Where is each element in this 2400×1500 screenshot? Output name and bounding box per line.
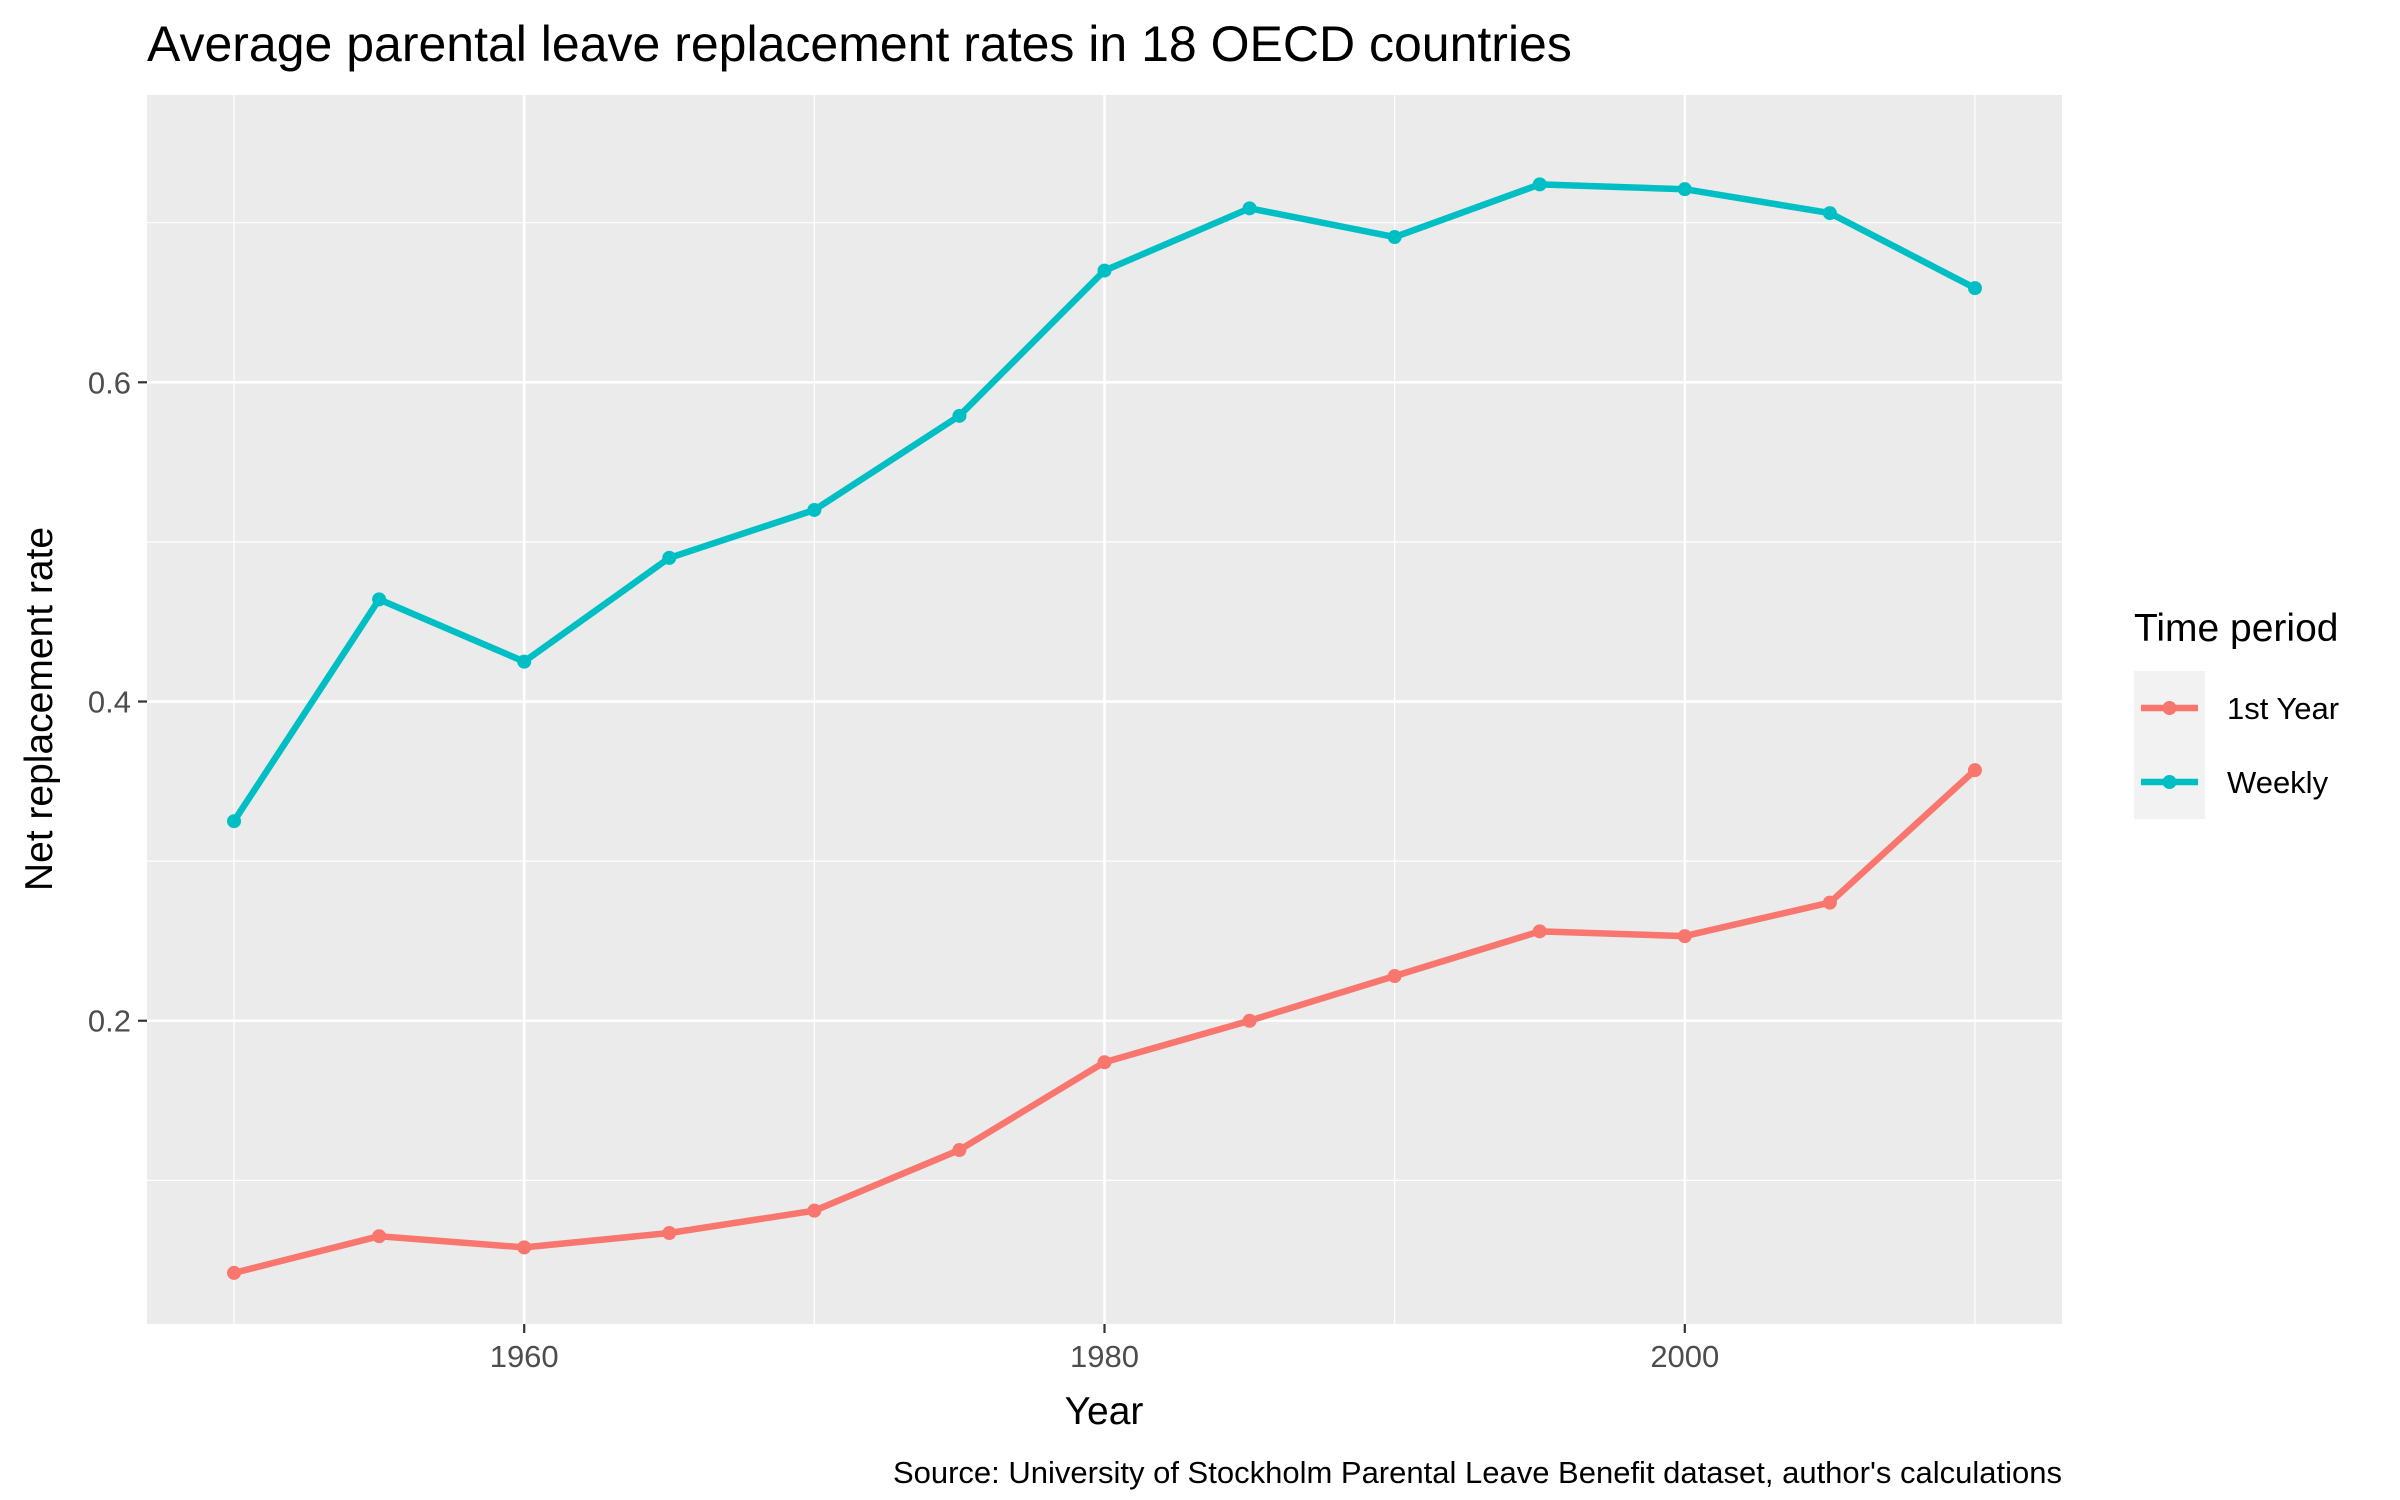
data-point-1st-year	[1097, 1055, 1112, 1070]
data-point-1st-year	[1822, 895, 1837, 910]
legend-label-1st-year: 1st Year	[2227, 691, 2339, 726]
data-point-weekly	[1822, 206, 1837, 221]
data-point-weekly	[517, 654, 532, 669]
legend-keys	[2141, 701, 2198, 789]
data-point-weekly	[662, 550, 677, 565]
data-point-weekly	[1967, 281, 1982, 296]
data-point-weekly	[1532, 177, 1547, 192]
legend-title: Time period	[2134, 607, 2338, 650]
y-tick-label: 0.2	[88, 1004, 131, 1039]
data-point-weekly	[1097, 263, 1112, 278]
major-gridlines	[147, 95, 2062, 1324]
series-1st-year	[227, 763, 1982, 1280]
legend-key-point-1st-year	[2162, 701, 2177, 715]
data-point-weekly	[1677, 182, 1692, 197]
legend-label-weekly: Weekly	[2227, 765, 2329, 800]
data-point-weekly	[807, 502, 822, 517]
data-point-1st-year	[1677, 929, 1692, 944]
data-point-1st-year	[227, 1265, 242, 1280]
data-point-1st-year	[807, 1203, 822, 1218]
data-point-weekly	[372, 592, 387, 607]
data-point-1st-year	[372, 1229, 387, 1244]
data-point-weekly	[227, 814, 242, 829]
data-point-1st-year	[1967, 763, 1982, 778]
series-weekly	[227, 177, 1982, 829]
y-axis-title: Net replacement rate	[18, 527, 61, 891]
data-point-1st-year	[1242, 1013, 1257, 1028]
x-tick-label: 2000	[1650, 1339, 1719, 1374]
data-point-1st-year	[1532, 924, 1547, 939]
data-point-1st-year	[1387, 969, 1402, 984]
axis-ticks	[138, 381, 1686, 1333]
data-point-weekly	[1242, 201, 1257, 216]
series-layer	[227, 177, 1982, 1280]
source-caption: Source: University of Stockholm Parental…	[893, 1455, 2062, 1490]
x-tick-label: 1960	[490, 1339, 559, 1374]
x-tick-label: 1980	[1070, 1339, 1139, 1374]
x-axis-title: Year	[1065, 1390, 1144, 1433]
y-tick-label: 0.4	[88, 685, 131, 720]
legend-key-point-weekly	[2162, 775, 2177, 789]
y-tick-label: 0.6	[88, 365, 131, 400]
data-point-1st-year	[517, 1240, 532, 1255]
chart-title: Average parental leave replacement rates…	[147, 16, 1572, 72]
data-point-1st-year	[662, 1226, 677, 1241]
legend: Time period 1st Year Weekly	[2134, 607, 2339, 819]
data-point-1st-year	[952, 1143, 967, 1158]
data-point-weekly	[1387, 230, 1402, 245]
data-point-weekly	[952, 408, 967, 423]
tick-labels: 1960 1980 2000 0.2 0.4 0.6	[88, 365, 1719, 1374]
